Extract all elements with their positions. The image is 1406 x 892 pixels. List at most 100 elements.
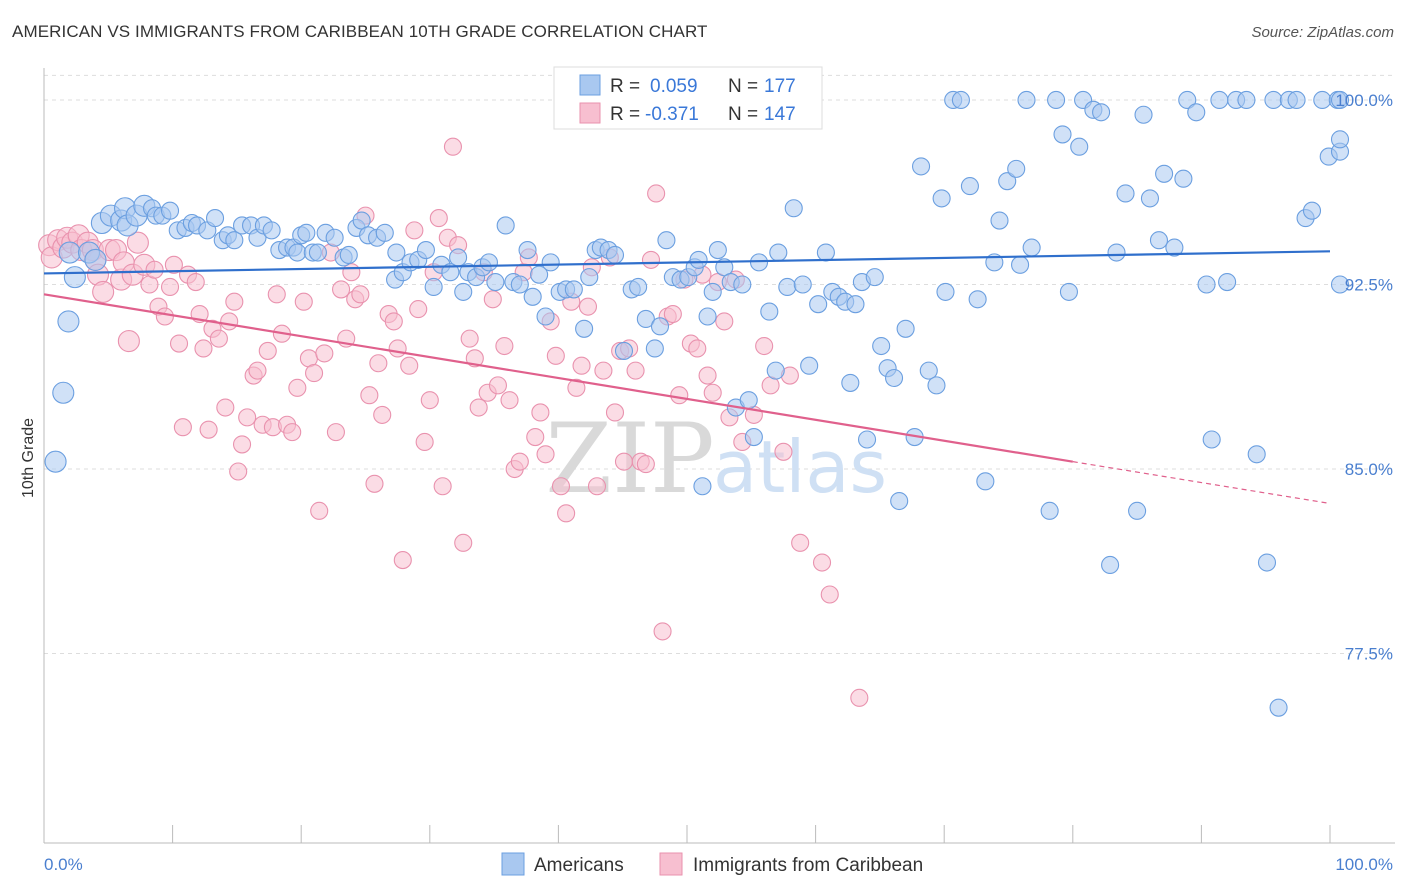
stats-r-value-immigrants: -0.371 [645, 104, 699, 125]
y-tick-labels: 100.0% 92.5% 85.0% 77.5% [1335, 91, 1393, 664]
point-americans-107 [769, 243, 788, 262]
point-americans-65 [496, 216, 515, 235]
point-immigrants-79 [429, 209, 448, 228]
point-americans-141 [1007, 159, 1026, 178]
point-immigrants-99 [531, 403, 550, 422]
point-immigrants-37 [220, 312, 239, 331]
point-americans-172 [1257, 553, 1277, 572]
point-immigrants-71 [388, 339, 407, 358]
legend-swatch-immigrants [659, 852, 683, 876]
trend-lines [43, 250, 1331, 505]
point-americans-58 [449, 248, 468, 267]
point-immigrants-51 [288, 378, 307, 397]
point-immigrants-68 [373, 405, 392, 424]
point-americans-63 [479, 253, 499, 272]
point-americans-171 [1247, 445, 1266, 464]
y-tick-label-0: 100.0% [1335, 91, 1393, 110]
point-immigrants-107 [572, 356, 591, 375]
point-immigrants-131 [703, 383, 722, 402]
point-immigrants-17 [117, 330, 140, 353]
point-americans-82 [614, 341, 634, 360]
point-immigrants-143 [791, 533, 810, 552]
point-americans-59 [454, 282, 473, 301]
point-americans-166 [1202, 430, 1221, 449]
point-immigrants-87 [469, 398, 488, 417]
point-americans-102 [739, 391, 758, 410]
point-americans-71 [536, 307, 555, 326]
point-americans-142 [1011, 255, 1030, 274]
point-immigrants-139 [755, 336, 774, 356]
point-americans-87 [650, 317, 670, 336]
point-immigrants-90 [483, 290, 502, 309]
point-americans-163 [1178, 90, 1197, 110]
point-americans-153 [1101, 555, 1120, 575]
point-immigrants-32 [194, 339, 213, 358]
point-americans-23 [205, 209, 225, 228]
point-americans-6 [84, 248, 107, 271]
point-immigrants-146 [850, 688, 869, 707]
point-immigrants-43 [248, 361, 267, 380]
point-immigrants-41 [238, 408, 257, 427]
point-americans-35 [288, 243, 307, 262]
point-americans-183 [1330, 90, 1350, 110]
point-americans-76 [575, 319, 594, 338]
y-tick-label-2: 85.0% [1345, 460, 1393, 479]
point-americans-165 [1197, 275, 1216, 294]
point-immigrants-52 [294, 292, 313, 311]
y-tick-label-3: 77.5% [1345, 645, 1393, 664]
point-immigrants-66 [365, 474, 384, 493]
point-americans-155 [1116, 184, 1135, 203]
point-americans-135 [960, 177, 979, 196]
point-immigrants-35 [209, 329, 228, 348]
point-immigrants-47 [267, 285, 286, 304]
point-americans-55 [424, 277, 443, 297]
point-immigrants-95 [510, 452, 529, 471]
point-americans-69 [523, 287, 542, 306]
point-americans-109 [784, 199, 803, 218]
point-americans-140 [998, 172, 1017, 191]
stats-legend: R = 0.059 N = 177 R = -0.371 N = 147 [553, 66, 823, 130]
point-americans-93 [689, 250, 708, 269]
point-americans-173 [1264, 90, 1283, 110]
stats-legend-swatch-americans [579, 74, 601, 96]
x-tick-label-0: 0.0% [44, 855, 83, 874]
point-americans-70 [530, 265, 549, 284]
point-immigrants-36 [216, 398, 235, 417]
point-americans-95 [698, 307, 717, 326]
source-label: Source: ZipAtlas.com [1251, 24, 1394, 41]
legend-label-immigrants: Immigrants from Caribbean [693, 855, 923, 876]
point-americans-94 [693, 477, 712, 496]
point-americans-154 [1107, 243, 1126, 262]
point-immigrants-115 [614, 452, 634, 471]
point-americans-158 [1140, 189, 1160, 208]
point-americans-108 [778, 277, 797, 297]
x-tick-label-1: 100.0% [1335, 855, 1393, 874]
point-immigrants-24 [155, 307, 174, 326]
point-immigrants-73 [400, 356, 419, 375]
point-immigrants-125 [670, 386, 689, 405]
point-americans-104 [749, 253, 769, 272]
point-americans-43 [339, 245, 358, 265]
point-immigrants-120 [641, 250, 661, 269]
point-americans-148 [1059, 282, 1078, 301]
point-americans-184 [1330, 130, 1350, 149]
point-immigrants-122 [653, 622, 672, 641]
point-americans-134 [951, 90, 970, 110]
point-americans-167 [1210, 90, 1229, 110]
point-americans-118 [846, 295, 865, 314]
y-tick-label-1: 92.5% [1345, 276, 1393, 295]
point-americans-146 [1047, 90, 1066, 110]
point-americans-26 [225, 231, 244, 250]
stats-n-label-1: N = [728, 76, 758, 97]
point-immigrants-19 [126, 231, 149, 254]
point-americans-88 [657, 231, 676, 250]
point-americans-144 [1022, 238, 1041, 257]
point-immigrants-76 [415, 432, 434, 452]
point-americans-136 [968, 290, 987, 309]
point-immigrants-12 [92, 280, 115, 303]
point-americans-50 [387, 243, 406, 262]
point-immigrants-63 [351, 285, 370, 304]
stats-r-label-2: R = [610, 104, 640, 125]
point-immigrants-98 [526, 427, 545, 447]
point-immigrants-58 [326, 423, 345, 442]
